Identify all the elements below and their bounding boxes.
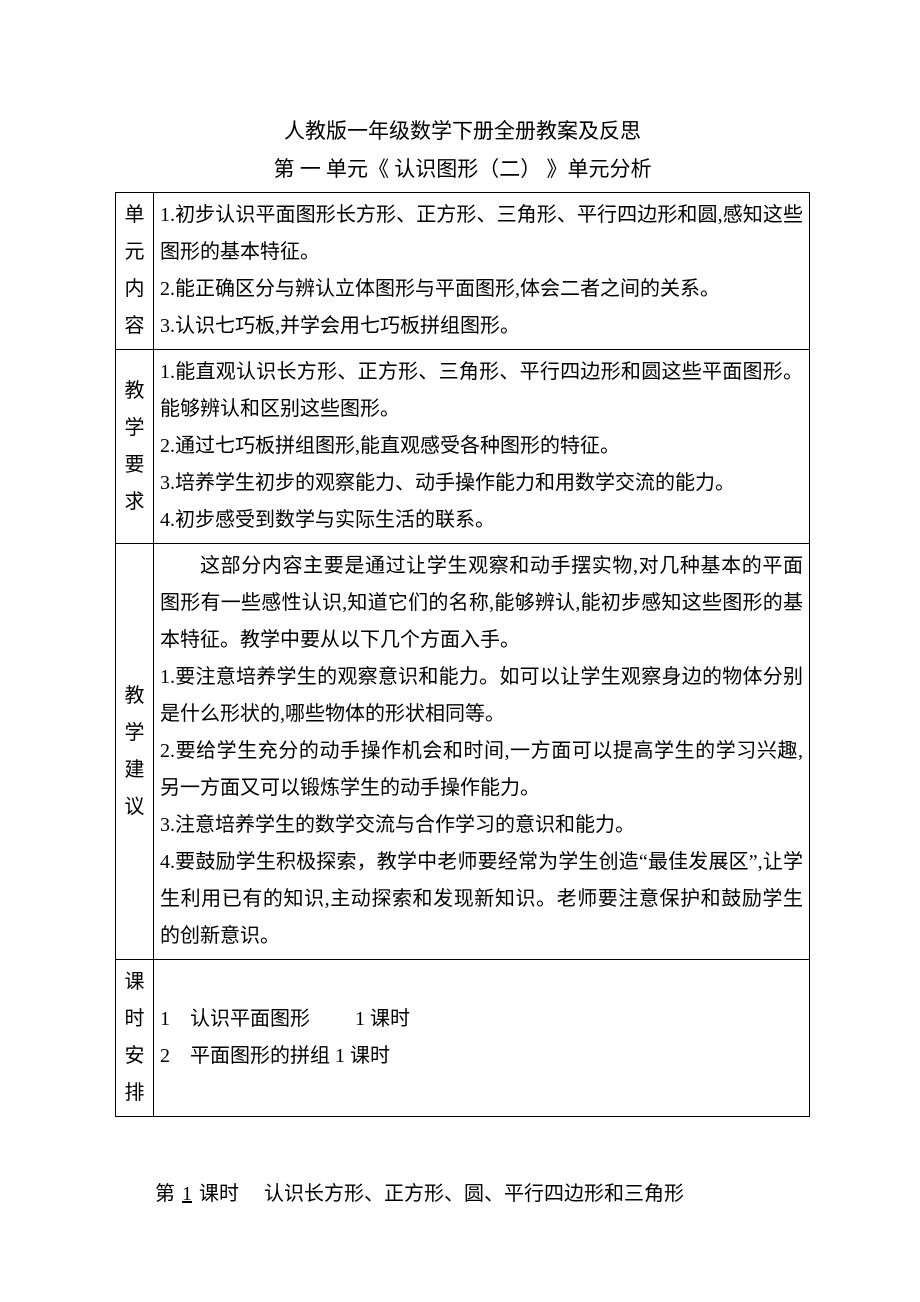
schedule-item-2: 2 平面图形的拼组 1 课时 [160, 1038, 803, 1075]
schedule-item-1: 1 认识平面图形 1 课时 [160, 1001, 803, 1038]
teaching-req-item-1: 1.能直观认识长方形、正方形、三角形、平行四边形和圆这些平面图形。能够辨认和区别… [160, 354, 803, 428]
document-page: 人教版一年级数学下册全册教案及反思 第 一 单元《 认识图形（二） 》单元分析 … [0, 0, 920, 1266]
cell-teaching-suggestions: 这部分内容主要是通过让学生观察和动手摆实物,对几种基本的平面图形有一些感性认识,… [154, 544, 810, 960]
unit-content-item-1: 1.初步认识平面图形长方形、正方形、三角形、平行四边形和圆,感知这些图形的基本特… [160, 197, 803, 271]
teaching-sugg-item-3: 3.注意培养学生的数学交流与合作学习的意识和能力。 [160, 807, 803, 844]
doc-title: 人教版一年级数学下册全册教案及反思 [115, 115, 810, 149]
teaching-sugg-item-2: 2.要给学生充分的动手操作机会和时间,一方面可以提高学生的学习兴趣,另一方面又可… [160, 733, 803, 807]
teaching-sugg-item-4: 4.要鼓励学生积极探索，教学中老师要经常为学生创造“最佳发展区”,让学生利用已有… [160, 844, 803, 955]
row-teaching-requirements: 教学要求 1.能直观认识长方形、正方形、三角形、平行四边形和圆这些平面图形。能够… [116, 350, 810, 544]
teaching-sugg-item-1: 1.要注意培养学生的观察意识和能力。如可以让学生观察身边的物体分别是什么形状的,… [160, 659, 803, 733]
lesson-prefix: 第 [155, 1183, 175, 1205]
lesson-title: 课时 认识长方形、正方形、圆、平行四边形和三角形 [199, 1183, 684, 1205]
lesson-number: 1 [175, 1183, 199, 1206]
cell-class-schedule: 1 认识平面图形 1 课时 2 平面图形的拼组 1 课时 [154, 960, 810, 1117]
doc-subtitle: 第 一 单元《 认识图形（二） 》单元分析 [115, 153, 810, 187]
rowhead-class-schedule: 课时安排 [116, 960, 154, 1117]
cell-unit-content: 1.初步认识平面图形长方形、正方形、三角形、平行四边形和圆,感知这些图形的基本特… [154, 193, 810, 350]
rowhead-unit-content: 单元内容 [116, 193, 154, 350]
teaching-req-item-2: 2.通过七巧板拼组图形,能直观感受各种图形的特征。 [160, 428, 803, 465]
row-class-schedule: 课时安排 1 认识平面图形 1 课时 2 平面图形的拼组 1 课时 [116, 960, 810, 1117]
unit-analysis-table: 单元内容 1.初步认识平面图形长方形、正方形、三角形、平行四边形和圆,感知这些图… [115, 192, 810, 1117]
row-teaching-suggestions: 教学建议 这部分内容主要是通过让学生观察和动手摆实物,对几种基本的平面图形有一些… [116, 544, 810, 960]
cell-teaching-requirements: 1.能直观认识长方形、正方形、三角形、平行四边形和圆这些平面图形。能够辨认和区别… [154, 350, 810, 544]
teaching-req-item-3: 3.培养学生初步的观察能力、动手操作能力和用数学交流的能力。 [160, 465, 803, 502]
teaching-req-item-4: 4.初步感受到数学与实际生活的联系。 [160, 502, 803, 539]
unit-content-item-2: 2.能正确区分与辨认立体图形与平面图形,体会二者之间的关系。 [160, 271, 803, 308]
rowhead-teaching-suggestions: 教学建议 [116, 544, 154, 960]
teaching-sugg-intro: 这部分内容主要是通过让学生观察和动手摆实物,对几种基本的平面图形有一些感性认识,… [160, 548, 803, 659]
rowhead-teaching-requirements: 教学要求 [116, 350, 154, 544]
row-unit-content: 单元内容 1.初步认识平面图形长方形、正方形、三角形、平行四边形和圆,感知这些图… [116, 193, 810, 350]
lesson-heading: 第1课时 认识长方形、正方形、圆、平行四边形和三角形 [115, 1177, 810, 1206]
unit-content-item-3: 3.认识七巧板,并学会用七巧板拼组图形。 [160, 308, 803, 345]
